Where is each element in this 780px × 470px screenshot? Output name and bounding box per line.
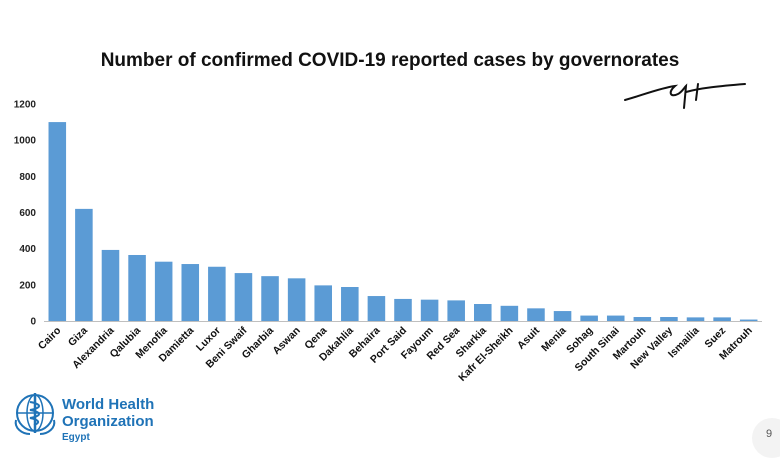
bar	[314, 285, 332, 321]
who-emblem-icon	[14, 393, 56, 435]
bar	[128, 254, 146, 321]
bar	[420, 299, 439, 321]
y-tick-label: 400	[19, 244, 36, 255]
who-logo-text: World Health Organization Egypt	[62, 396, 154, 443]
org-name-line2: Organization	[62, 413, 154, 430]
page-number: 9	[752, 418, 780, 458]
y-tick-label: 200	[19, 280, 36, 291]
bar	[48, 122, 67, 321]
x-category-label: Asuit	[515, 324, 542, 351]
bar	[234, 273, 253, 321]
bar	[447, 300, 465, 321]
signature-icon	[624, 83, 746, 109]
y-tick-label: 1200	[14, 100, 37, 111]
bars	[48, 122, 758, 321]
y-tick-label: 600	[19, 208, 36, 219]
bar	[633, 317, 652, 321]
y-tick-label: 0	[30, 317, 36, 328]
bar	[75, 208, 93, 321]
x-category-label: Menia	[539, 325, 569, 355]
bar	[154, 261, 173, 321]
bar	[208, 266, 226, 321]
bar	[739, 319, 758, 321]
bar	[580, 315, 598, 321]
chart-title: Number of confirmed COVID-19 reported ca…	[100, 50, 680, 71]
bar	[474, 304, 492, 321]
y-axis: 0 200 400 600 800 1000 1200	[14, 100, 37, 328]
org-region: Egypt	[62, 432, 90, 443]
bar	[287, 278, 306, 321]
bar	[181, 264, 200, 321]
bar	[713, 317, 731, 321]
y-tick-label: 1000	[14, 136, 37, 147]
x-category-label: Aswan	[270, 325, 302, 357]
bar	[527, 308, 545, 321]
category-labels: Cairo GizaAlexandriaQalubiaMenofiaDamiett…	[36, 324, 755, 384]
bar	[101, 249, 120, 321]
bar	[394, 298, 412, 321]
bar	[500, 305, 519, 321]
org-name-line1: World Health	[62, 396, 155, 413]
bar	[553, 311, 572, 321]
bar	[341, 287, 359, 321]
y-tick-label: 800	[19, 172, 36, 183]
bar	[660, 317, 678, 321]
bar	[367, 296, 386, 321]
bar	[261, 276, 279, 321]
x-category-label: Cairo	[36, 325, 63, 352]
bar	[606, 315, 625, 321]
bar	[686, 317, 705, 321]
